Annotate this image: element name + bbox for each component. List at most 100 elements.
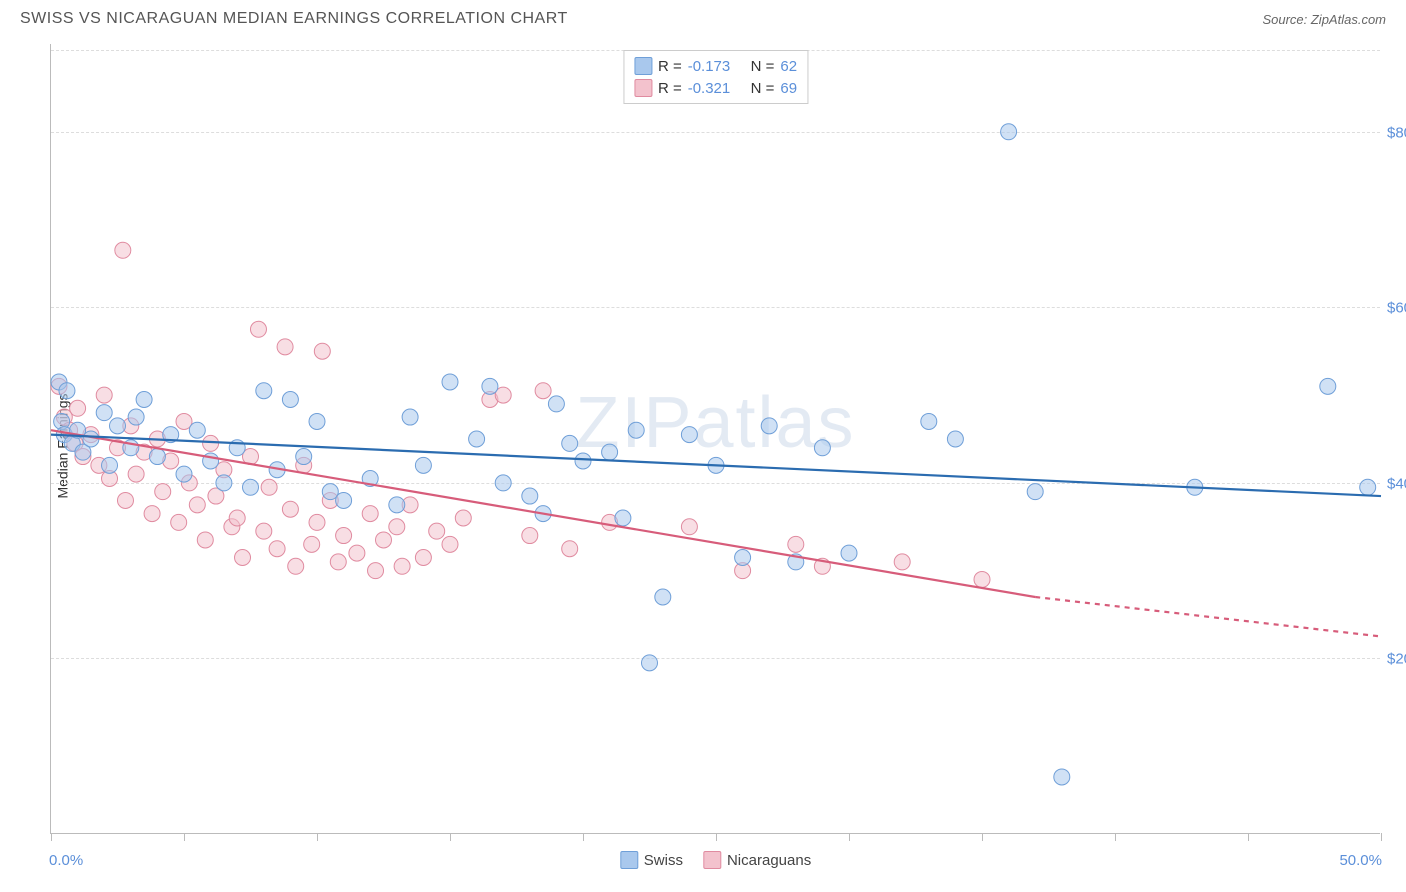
- scatter-plot: [51, 44, 1380, 833]
- data-point: [309, 514, 325, 530]
- x-tick: [450, 833, 451, 841]
- nicaraguan-n-value: 69: [780, 80, 797, 97]
- data-point: [282, 501, 298, 517]
- data-point: [96, 387, 112, 403]
- data-point: [314, 343, 330, 359]
- source-label: Source: ZipAtlas.com: [1262, 12, 1386, 27]
- data-point: [442, 536, 458, 552]
- data-point: [681, 519, 697, 535]
- data-point: [761, 418, 777, 434]
- data-point: [1320, 378, 1336, 394]
- data-point: [628, 422, 644, 438]
- x-axis-min-label: 0.0%: [49, 852, 83, 869]
- data-point: [330, 554, 346, 570]
- x-tick: [1381, 833, 1382, 841]
- data-point: [256, 383, 272, 399]
- data-point: [562, 435, 578, 451]
- data-point: [788, 536, 804, 552]
- data-point: [261, 479, 277, 495]
- n-label: N =: [751, 80, 775, 97]
- r-label: R =: [658, 80, 682, 97]
- data-point: [59, 383, 75, 399]
- swiss-swatch-icon: [620, 851, 638, 869]
- data-point: [1001, 124, 1017, 140]
- data-point: [368, 563, 384, 579]
- data-point: [144, 506, 160, 522]
- data-point: [415, 550, 431, 566]
- data-point: [642, 655, 658, 671]
- data-point: [469, 431, 485, 447]
- swiss-series-label: Swiss: [644, 852, 683, 869]
- nicaraguan-r-value: -0.321: [688, 80, 731, 97]
- r-label: R =: [658, 58, 682, 75]
- data-point: [394, 558, 410, 574]
- data-point: [309, 413, 325, 429]
- data-point: [197, 532, 213, 548]
- data-point: [256, 523, 272, 539]
- x-tick: [716, 833, 717, 841]
- data-point: [128, 409, 144, 425]
- data-point: [336, 492, 352, 508]
- chart-title: SWISS VS NICARAGUAN MEDIAN EARNINGS CORR…: [20, 10, 568, 28]
- data-point: [128, 466, 144, 482]
- data-point: [282, 392, 298, 408]
- y-tick-label: $20,000: [1387, 651, 1406, 668]
- data-point: [155, 484, 171, 500]
- data-point: [602, 444, 618, 460]
- data-point: [102, 457, 118, 473]
- data-point: [250, 321, 266, 337]
- data-point: [203, 435, 219, 451]
- trend-line: [1035, 597, 1381, 637]
- data-point: [814, 440, 830, 456]
- data-point: [522, 528, 538, 544]
- data-point: [304, 536, 320, 552]
- x-tick: [1248, 833, 1249, 841]
- data-point: [535, 383, 551, 399]
- data-point: [655, 589, 671, 605]
- data-point: [110, 418, 126, 434]
- data-point: [575, 453, 591, 469]
- x-tick: [849, 833, 850, 841]
- data-point: [115, 242, 131, 258]
- data-point: [136, 392, 152, 408]
- swiss-swatch-icon: [634, 57, 652, 75]
- x-tick: [583, 833, 584, 841]
- data-point: [336, 528, 352, 544]
- nicaraguan-series-label: Nicaraguans: [727, 852, 811, 869]
- data-point: [70, 400, 86, 416]
- data-point: [921, 413, 937, 429]
- legend-item-nicaraguans: Nicaraguans: [703, 851, 811, 869]
- data-point: [735, 550, 751, 566]
- data-point: [615, 510, 631, 526]
- data-point: [894, 554, 910, 570]
- data-point: [277, 339, 293, 355]
- data-point: [442, 374, 458, 390]
- data-point: [288, 558, 304, 574]
- data-point: [216, 475, 232, 491]
- data-point: [269, 541, 285, 557]
- x-tick: [51, 833, 52, 841]
- data-point: [243, 479, 259, 495]
- data-point: [495, 475, 511, 491]
- swiss-r-value: -0.173: [688, 58, 731, 75]
- x-axis-max-label: 50.0%: [1339, 852, 1382, 869]
- data-point: [189, 422, 205, 438]
- data-point: [296, 449, 312, 465]
- data-point: [149, 449, 165, 465]
- y-tick-label: $60,000: [1387, 300, 1406, 317]
- data-point: [389, 519, 405, 535]
- data-point: [229, 510, 245, 526]
- data-point: [117, 492, 133, 508]
- nicaraguan-swatch-icon: [634, 79, 652, 97]
- legend-row-swiss: R = -0.173 N = 62: [634, 55, 797, 77]
- legend-row-nicaraguans: R = -0.321 N = 69: [634, 77, 797, 99]
- x-tick: [317, 833, 318, 841]
- swiss-n-value: 62: [780, 58, 797, 75]
- data-point: [429, 523, 445, 539]
- data-point: [947, 431, 963, 447]
- data-point: [562, 541, 578, 557]
- data-point: [189, 497, 205, 513]
- data-point: [376, 532, 392, 548]
- data-point: [681, 427, 697, 443]
- data-point: [235, 550, 251, 566]
